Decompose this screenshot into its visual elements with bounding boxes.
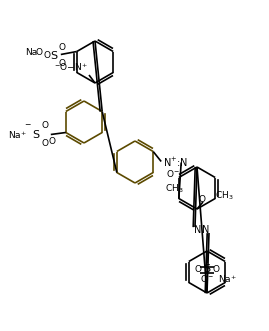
Text: O: O — [36, 48, 43, 57]
Text: O$^{-}$: O$^{-}$ — [200, 272, 214, 283]
Text: CH$_3$: CH$_3$ — [165, 182, 183, 195]
Text: O: O — [41, 139, 48, 148]
Text: Na$^{+}$: Na$^{+}$ — [8, 130, 27, 141]
Text: S: S — [32, 129, 39, 139]
Text: O$^{-}$: O$^{-}$ — [166, 168, 180, 179]
Text: O: O — [58, 59, 65, 68]
Text: N: N — [194, 225, 202, 235]
Text: O: O — [48, 137, 55, 146]
Text: S: S — [203, 264, 211, 274]
Text: N$^{+}$:N: N$^{+}$:N — [163, 156, 188, 169]
Text: O: O — [199, 196, 206, 205]
Text: Na: Na — [25, 48, 37, 57]
Text: S: S — [50, 51, 57, 61]
Text: O: O — [43, 51, 50, 60]
Text: $^{-}$: $^{-}$ — [24, 122, 32, 132]
Text: O: O — [194, 264, 201, 273]
Text: O: O — [58, 43, 65, 52]
Text: Na$^{+}$: Na$^{+}$ — [218, 273, 236, 285]
Text: N: N — [202, 225, 210, 235]
Text: O: O — [41, 121, 48, 130]
Text: $^{-}$O$-$N$^{+}$: $^{-}$O$-$N$^{+}$ — [54, 61, 88, 73]
Text: CH$_3$: CH$_3$ — [215, 190, 233, 202]
Text: O: O — [213, 264, 220, 273]
